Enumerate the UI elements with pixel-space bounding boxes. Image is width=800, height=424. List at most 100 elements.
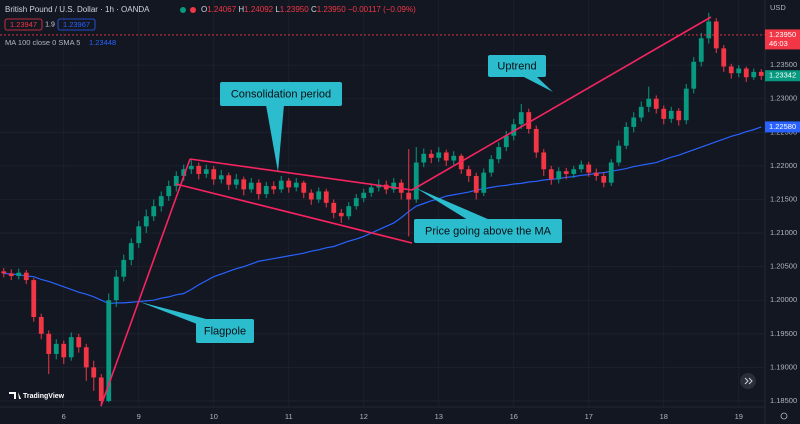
x-tick-label: 9 — [137, 412, 141, 421]
candle-body — [526, 112, 532, 129]
price-label: 1.23342 — [769, 71, 796, 80]
candle-body — [691, 61, 697, 89]
ohlc-value: 1.24067 — [207, 5, 236, 14]
candle-body — [166, 186, 172, 197]
candle-body — [511, 124, 517, 136]
flagpole-line — [100, 158, 191, 407]
candle-body — [736, 68, 742, 74]
candle-body — [743, 68, 749, 78]
candle-body — [1, 271, 7, 274]
settings-icon[interactable] — [780, 412, 788, 420]
candle-body — [76, 337, 82, 348]
candle-body — [203, 169, 209, 174]
candle-body — [368, 187, 374, 193]
candle-body — [638, 106, 644, 118]
change-value: −0.00117 (−0.09%) — [348, 5, 416, 14]
ohlc-key: C — [311, 5, 317, 14]
candle-body — [173, 175, 179, 187]
candle-body — [233, 179, 239, 185]
price-label-box — [765, 29, 800, 50]
candle-body — [91, 367, 97, 378]
candle-body — [541, 152, 547, 170]
indicator-name: MA 100 close 0 SMA 5 — [5, 38, 80, 47]
price-label: 1.23950 — [769, 30, 796, 39]
ohlc-key: O — [201, 5, 207, 14]
candle-body — [323, 191, 329, 203]
candle-body — [406, 192, 412, 200]
sell-button[interactable] — [4, 18, 43, 31]
candle-body — [241, 179, 247, 190]
candle-body — [226, 175, 232, 185]
candle-body — [518, 112, 524, 125]
candle-body — [676, 110, 682, 121]
candle-body — [83, 347, 89, 368]
buy-price[interactable]: 1.23967 — [63, 20, 90, 29]
y-tick-label: 1.20000 — [770, 295, 797, 304]
candle-body — [316, 191, 322, 200]
candle-body — [38, 317, 44, 334]
candle-body — [53, 343, 59, 354]
candle-body — [556, 171, 562, 180]
candle-body — [158, 196, 164, 207]
candle-body — [143, 216, 149, 227]
candle-body — [533, 128, 539, 153]
ohlc-value: 1.23950 — [280, 5, 309, 14]
countdown: 46:03 — [769, 39, 788, 48]
candle-body — [346, 206, 352, 217]
buy-button[interactable] — [57, 18, 96, 31]
sell-price[interactable]: 1.23947 — [10, 20, 37, 29]
y-tick-label: 1.23500 — [770, 60, 797, 69]
candle-body — [608, 162, 614, 183]
candle-body — [496, 147, 502, 160]
candle-body — [428, 153, 434, 158]
candle-body — [721, 48, 727, 67]
candle-body — [8, 273, 14, 277]
candle-body — [286, 180, 292, 188]
y-tick-label: 1.20500 — [770, 262, 797, 271]
status-dot — [180, 7, 186, 13]
x-tick-label: 10 — [210, 412, 218, 421]
candle-body — [473, 175, 479, 193]
moving-average — [3, 126, 762, 305]
candle-body — [631, 117, 637, 127]
annotation: Consolidation period — [231, 88, 331, 100]
y-tick-label: 1.18500 — [770, 396, 797, 405]
candle-body — [31, 280, 37, 318]
candle-body — [728, 66, 734, 74]
candle-body — [578, 164, 584, 170]
candle-body — [593, 172, 599, 176]
candle-body — [443, 152, 449, 161]
candle-body — [331, 202, 337, 213]
y-tick-label: 1.22000 — [770, 161, 797, 170]
callout-pointer — [416, 188, 490, 220]
ohlc-value: 1.24092 — [244, 5, 273, 14]
candle-body — [338, 212, 344, 217]
candle-body — [293, 182, 299, 188]
candle-body — [563, 171, 569, 174]
candle-body — [488, 159, 494, 173]
candle-body — [623, 126, 629, 146]
candle-body — [481, 172, 487, 193]
candle-body — [121, 259, 127, 277]
candle-body — [653, 98, 659, 109]
candle-body — [668, 110, 674, 119]
candle-body — [353, 198, 359, 207]
y-tick-label: 1.23000 — [770, 94, 797, 103]
callout-pointer — [266, 105, 284, 172]
candle-body — [271, 186, 277, 190]
currency: USD — [770, 3, 786, 12]
candle-body — [758, 71, 764, 76]
candle-body — [586, 164, 592, 173]
candle-body — [683, 88, 689, 121]
x-tick-label: 6 — [62, 412, 66, 421]
candle-body — [503, 135, 509, 148]
ohlc-key: H — [238, 5, 244, 14]
candle-body — [128, 243, 134, 260]
uptrend-line — [411, 16, 712, 191]
callout-box — [414, 219, 562, 243]
candle-body — [751, 71, 757, 78]
candle-body — [151, 206, 157, 217]
candle-body — [196, 165, 202, 174]
candle-body — [571, 169, 577, 174]
